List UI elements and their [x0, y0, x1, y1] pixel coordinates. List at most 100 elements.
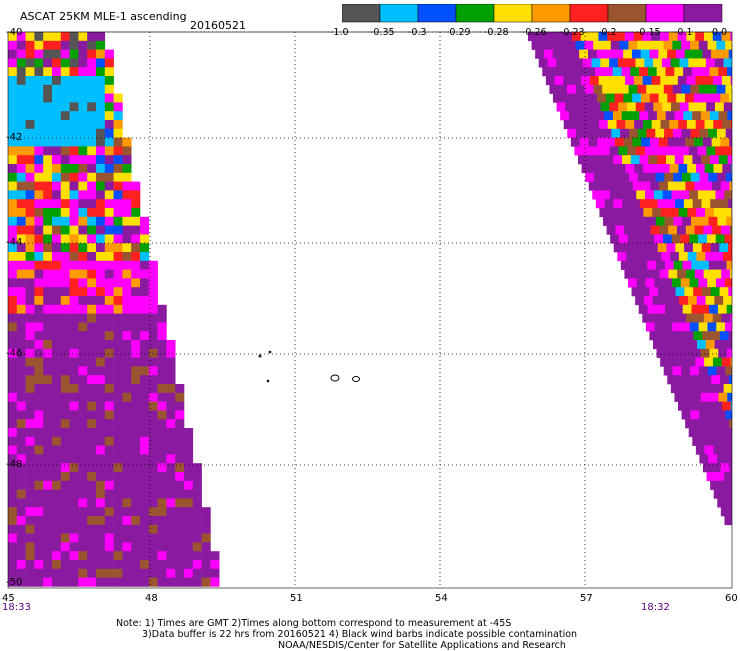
swath-cell — [96, 348, 106, 358]
swath-cell — [663, 366, 673, 376]
swath-cell — [96, 296, 106, 306]
swath-cell — [113, 102, 123, 112]
swath-cell — [131, 577, 141, 587]
swath-cell — [713, 120, 723, 130]
swath-cell — [713, 164, 723, 174]
swath-cell — [25, 480, 35, 490]
swath-cell — [25, 428, 35, 438]
swath-cell — [638, 304, 648, 314]
swath-cell — [581, 164, 591, 174]
swath-cell — [664, 128, 674, 138]
swath-cell — [681, 128, 691, 138]
swath-cell — [43, 331, 53, 341]
swath-cell — [16, 146, 26, 156]
swath-cell — [25, 278, 35, 288]
swath-cell — [104, 542, 114, 552]
swath-cell — [16, 296, 26, 306]
swath-cell — [175, 472, 185, 482]
swath-cell — [104, 146, 114, 156]
swath-cell — [713, 489, 723, 499]
legend-tick-label: -0.26 — [522, 27, 547, 38]
swath-cell — [113, 93, 123, 103]
swath-cell — [87, 296, 97, 306]
swath-cell — [706, 472, 716, 482]
swath-cell — [25, 199, 35, 209]
swath-cell — [637, 172, 648, 182]
swath-cell — [724, 472, 732, 482]
swath-cell — [43, 278, 53, 288]
swath-cell — [96, 357, 106, 367]
swath-cell — [122, 322, 132, 332]
swath-cell — [166, 551, 176, 561]
swath-cell — [604, 111, 614, 121]
swath-cell — [43, 322, 53, 332]
swath-cell — [668, 32, 678, 42]
lat-label: -42 — [6, 132, 23, 143]
swath-cell — [43, 296, 53, 306]
swath-cell — [561, 49, 571, 59]
swath-cell — [148, 269, 158, 279]
swath-cell — [712, 269, 722, 279]
swath-cell — [617, 208, 627, 218]
swath-cell — [658, 137, 668, 147]
swath-cell — [703, 181, 713, 191]
swath-cell — [60, 313, 70, 323]
swath-cell — [554, 76, 564, 86]
lon-label: 51 — [290, 593, 303, 604]
swath-cell — [87, 243, 97, 253]
swath-cell — [96, 384, 106, 394]
swath-cell — [157, 472, 167, 482]
swath-cell — [69, 304, 79, 314]
swath-cell — [157, 322, 167, 332]
swath-cell — [589, 32, 599, 42]
swath-cell — [8, 58, 18, 68]
swath-cell — [78, 366, 88, 376]
swath-cell — [113, 489, 123, 499]
swath-cell — [603, 67, 613, 77]
swath-cell — [131, 260, 141, 270]
swath-cell — [689, 322, 699, 332]
swath-cell — [166, 445, 176, 455]
swath-cell — [69, 181, 79, 191]
swath-cell — [645, 40, 656, 50]
swath-cell — [122, 375, 132, 385]
swath-cell — [586, 67, 596, 77]
swath-cell — [52, 287, 62, 297]
swath-cell — [78, 32, 88, 42]
swath-cell — [140, 375, 150, 385]
swath-cell — [16, 32, 26, 42]
swath-cell — [679, 340, 689, 350]
swath-cell — [122, 568, 132, 578]
swath-cell — [688, 428, 698, 438]
swath-cell — [184, 560, 194, 570]
swath-cell — [662, 234, 673, 244]
swath-cell — [25, 269, 35, 279]
swath-cell — [104, 287, 114, 297]
swath-cell — [175, 401, 185, 411]
swath-cell — [113, 436, 123, 446]
swath-cell — [52, 472, 62, 482]
swath-cell — [648, 155, 658, 165]
swath-cell — [16, 252, 26, 262]
swath-cell — [69, 489, 79, 499]
swath-cell — [96, 480, 106, 490]
swath-cell — [157, 331, 167, 341]
swath-cell — [702, 331, 712, 341]
swath-cell — [698, 278, 708, 288]
swath-cell — [104, 348, 114, 358]
swath-cell — [16, 208, 26, 218]
swath-cell — [16, 225, 26, 235]
swath-cell — [694, 225, 704, 235]
swath-cell — [678, 208, 688, 218]
swath-cell — [140, 269, 150, 279]
swath-cell — [131, 348, 141, 358]
swath-cell — [69, 375, 79, 385]
swath-cell — [642, 32, 652, 42]
swath-cell — [34, 269, 44, 279]
swath-cell — [595, 199, 605, 209]
swath-cell — [584, 128, 594, 138]
swath-cell — [8, 472, 18, 482]
swath-cell — [87, 463, 97, 473]
swath-cell — [704, 76, 714, 86]
swath-cell — [43, 340, 53, 350]
